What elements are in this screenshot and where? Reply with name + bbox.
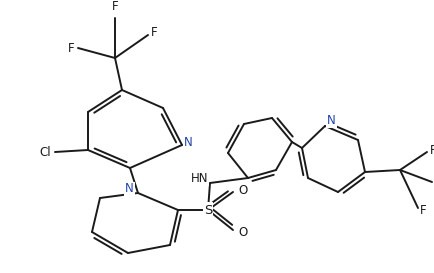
Text: HN: HN (190, 173, 207, 185)
Text: F: F (151, 25, 157, 38)
Text: S: S (204, 203, 212, 216)
Text: F: F (419, 204, 426, 218)
Text: N: N (125, 182, 134, 195)
Text: F: F (112, 0, 118, 13)
Text: N: N (326, 114, 335, 127)
Text: F: F (68, 41, 75, 55)
Text: N: N (183, 136, 192, 150)
Text: O: O (237, 183, 247, 197)
Text: Cl: Cl (39, 146, 51, 159)
Text: O: O (237, 225, 247, 239)
Text: F: F (429, 144, 434, 156)
